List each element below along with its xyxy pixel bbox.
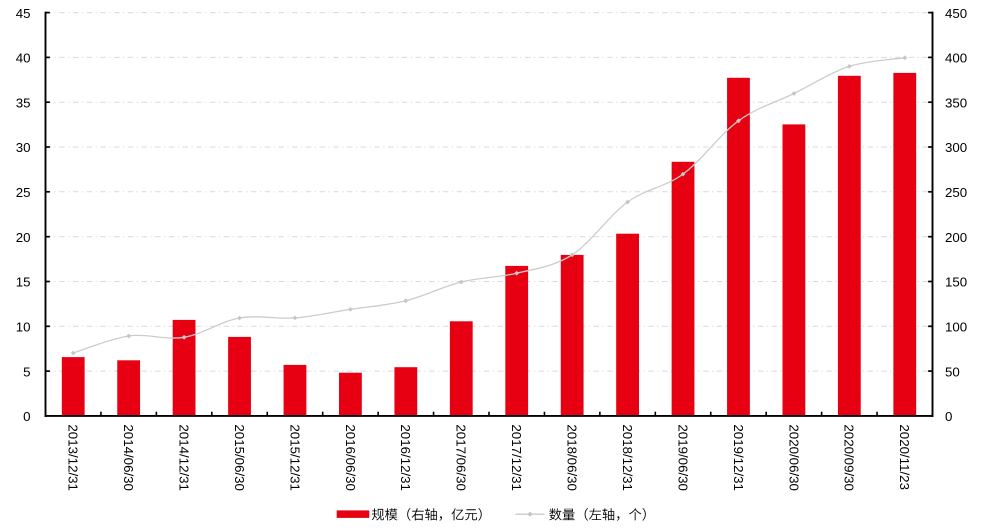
svg-text:40: 40 bbox=[16, 51, 31, 66]
svg-text:300: 300 bbox=[945, 140, 967, 155]
svg-text:2019/06/30: 2019/06/30 bbox=[675, 424, 690, 491]
svg-text:2020/06/30: 2020/06/30 bbox=[786, 424, 801, 491]
svg-text:350: 350 bbox=[945, 95, 967, 110]
svg-text:2020/11/23: 2020/11/23 bbox=[897, 424, 912, 490]
svg-text:2013/12/31: 2013/12/31 bbox=[66, 424, 81, 491]
svg-text:15: 15 bbox=[16, 275, 31, 290]
svg-text:400: 400 bbox=[945, 51, 967, 66]
svg-text:2016/12/31: 2016/12/31 bbox=[398, 424, 413, 491]
svg-text:2015/06/30: 2015/06/30 bbox=[232, 424, 247, 491]
svg-text:2017/06/30: 2017/06/30 bbox=[454, 424, 469, 491]
svg-text:2014/06/30: 2014/06/30 bbox=[121, 424, 136, 491]
svg-text:20: 20 bbox=[16, 230, 31, 245]
svg-text:150: 150 bbox=[945, 275, 967, 290]
svg-text:5: 5 bbox=[23, 364, 30, 379]
svg-text:30: 30 bbox=[16, 140, 31, 155]
svg-text:100: 100 bbox=[945, 320, 967, 335]
svg-text:35: 35 bbox=[16, 95, 31, 110]
svg-text:2019/12/31: 2019/12/31 bbox=[731, 424, 746, 491]
svg-text:2015/12/31: 2015/12/31 bbox=[287, 424, 302, 491]
svg-text:0: 0 bbox=[945, 409, 952, 424]
svg-text:200: 200 bbox=[945, 230, 967, 245]
svg-text:50: 50 bbox=[945, 364, 960, 379]
svg-text:0: 0 bbox=[23, 409, 30, 424]
svg-text:2018/06/30: 2018/06/30 bbox=[565, 424, 580, 491]
svg-text:2020/09/30: 2020/09/30 bbox=[842, 424, 857, 491]
svg-text:2014/12/31: 2014/12/31 bbox=[177, 424, 192, 491]
svg-text:450: 450 bbox=[945, 6, 967, 21]
svg-text:10: 10 bbox=[16, 320, 31, 335]
svg-text:2016/06/30: 2016/06/30 bbox=[343, 424, 358, 491]
svg-text:2018/12/31: 2018/12/31 bbox=[620, 424, 635, 491]
svg-text:25: 25 bbox=[16, 185, 31, 200]
svg-text:250: 250 bbox=[945, 185, 967, 200]
svg-text:45: 45 bbox=[16, 6, 31, 21]
svg-text:2017/12/31: 2017/12/31 bbox=[509, 424, 524, 491]
